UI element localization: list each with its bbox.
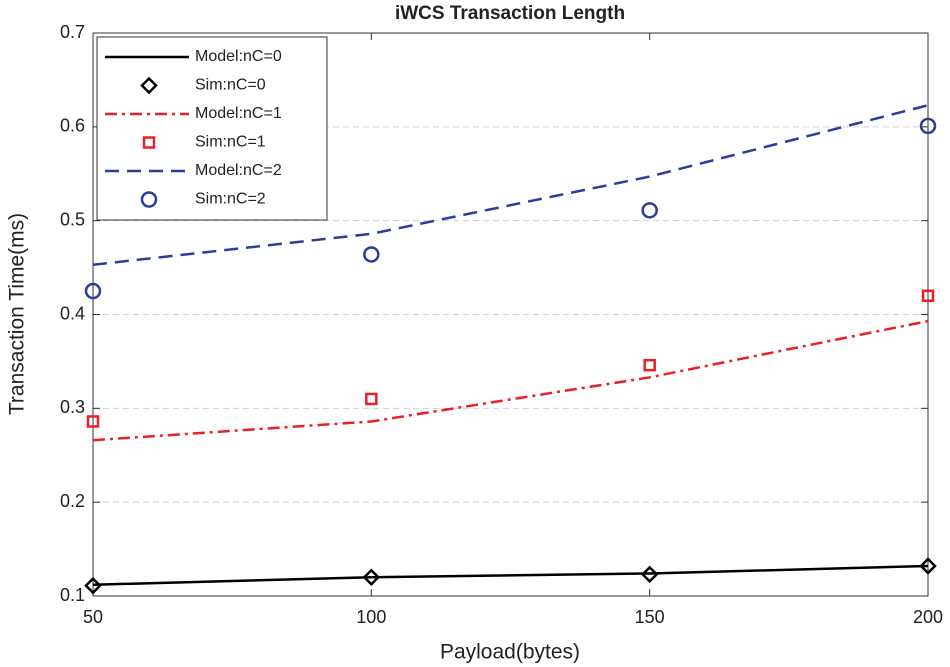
- y-tick-label: 0.6: [60, 116, 85, 136]
- x-tick-label: 50: [83, 607, 103, 627]
- marker: [363, 246, 380, 263]
- legend-label: Sim:nC=2: [195, 191, 266, 208]
- marker: [640, 565, 659, 584]
- marker: [362, 568, 381, 587]
- legend-box: [96, 36, 328, 221]
- x-axis-label: Payload(bytes): [440, 641, 580, 664]
- line: [92, 319, 929, 442]
- marker: [643, 358, 656, 372]
- legend-marker: [140, 76, 158, 95]
- y-tick-label: 0.3: [60, 397, 85, 417]
- y-tick-label: 0.7: [60, 22, 85, 42]
- x-tick-label: 200: [913, 607, 943, 627]
- legend-label: Model:nC=0: [195, 48, 282, 65]
- legend-label: Sim:nC=0: [195, 77, 266, 94]
- legend-marker: [140, 191, 158, 208]
- legend: Model:nC=0 Sim:nC=0 Model:nC=1 Sim:nC=1 Mode…: [96, 36, 328, 221]
- y-tick-label: 0.4: [60, 303, 85, 323]
- legend-label: Model:nC=2: [195, 162, 282, 179]
- marker: [919, 557, 937, 575]
- marker: [921, 289, 935, 302]
- line: [92, 104, 929, 267]
- marker: [84, 576, 102, 595]
- legend-marker: [142, 136, 156, 149]
- y-axis-label: Transaction Time(ms): [6, 213, 29, 415]
- chart-title: iWCS Transaction Length: [395, 3, 625, 24]
- x-tick-label: 150: [635, 607, 665, 627]
- legend-label: Model:nC=1: [195, 105, 282, 122]
- marker: [84, 282, 102, 300]
- line: [92, 564, 929, 586]
- axes-box: [92, 32, 929, 597]
- legend-label: Sim:nC=1: [195, 134, 266, 151]
- marker: [641, 202, 658, 219]
- marker: [86, 415, 100, 428]
- y-tick-label: 0.2: [60, 491, 85, 511]
- marker: [365, 392, 378, 406]
- y-tick-label: 0.1: [60, 585, 85, 605]
- marker: [919, 117, 937, 135]
- x-tick-label: 100: [356, 607, 386, 627]
- y-tick-label: 0.5: [60, 209, 85, 229]
